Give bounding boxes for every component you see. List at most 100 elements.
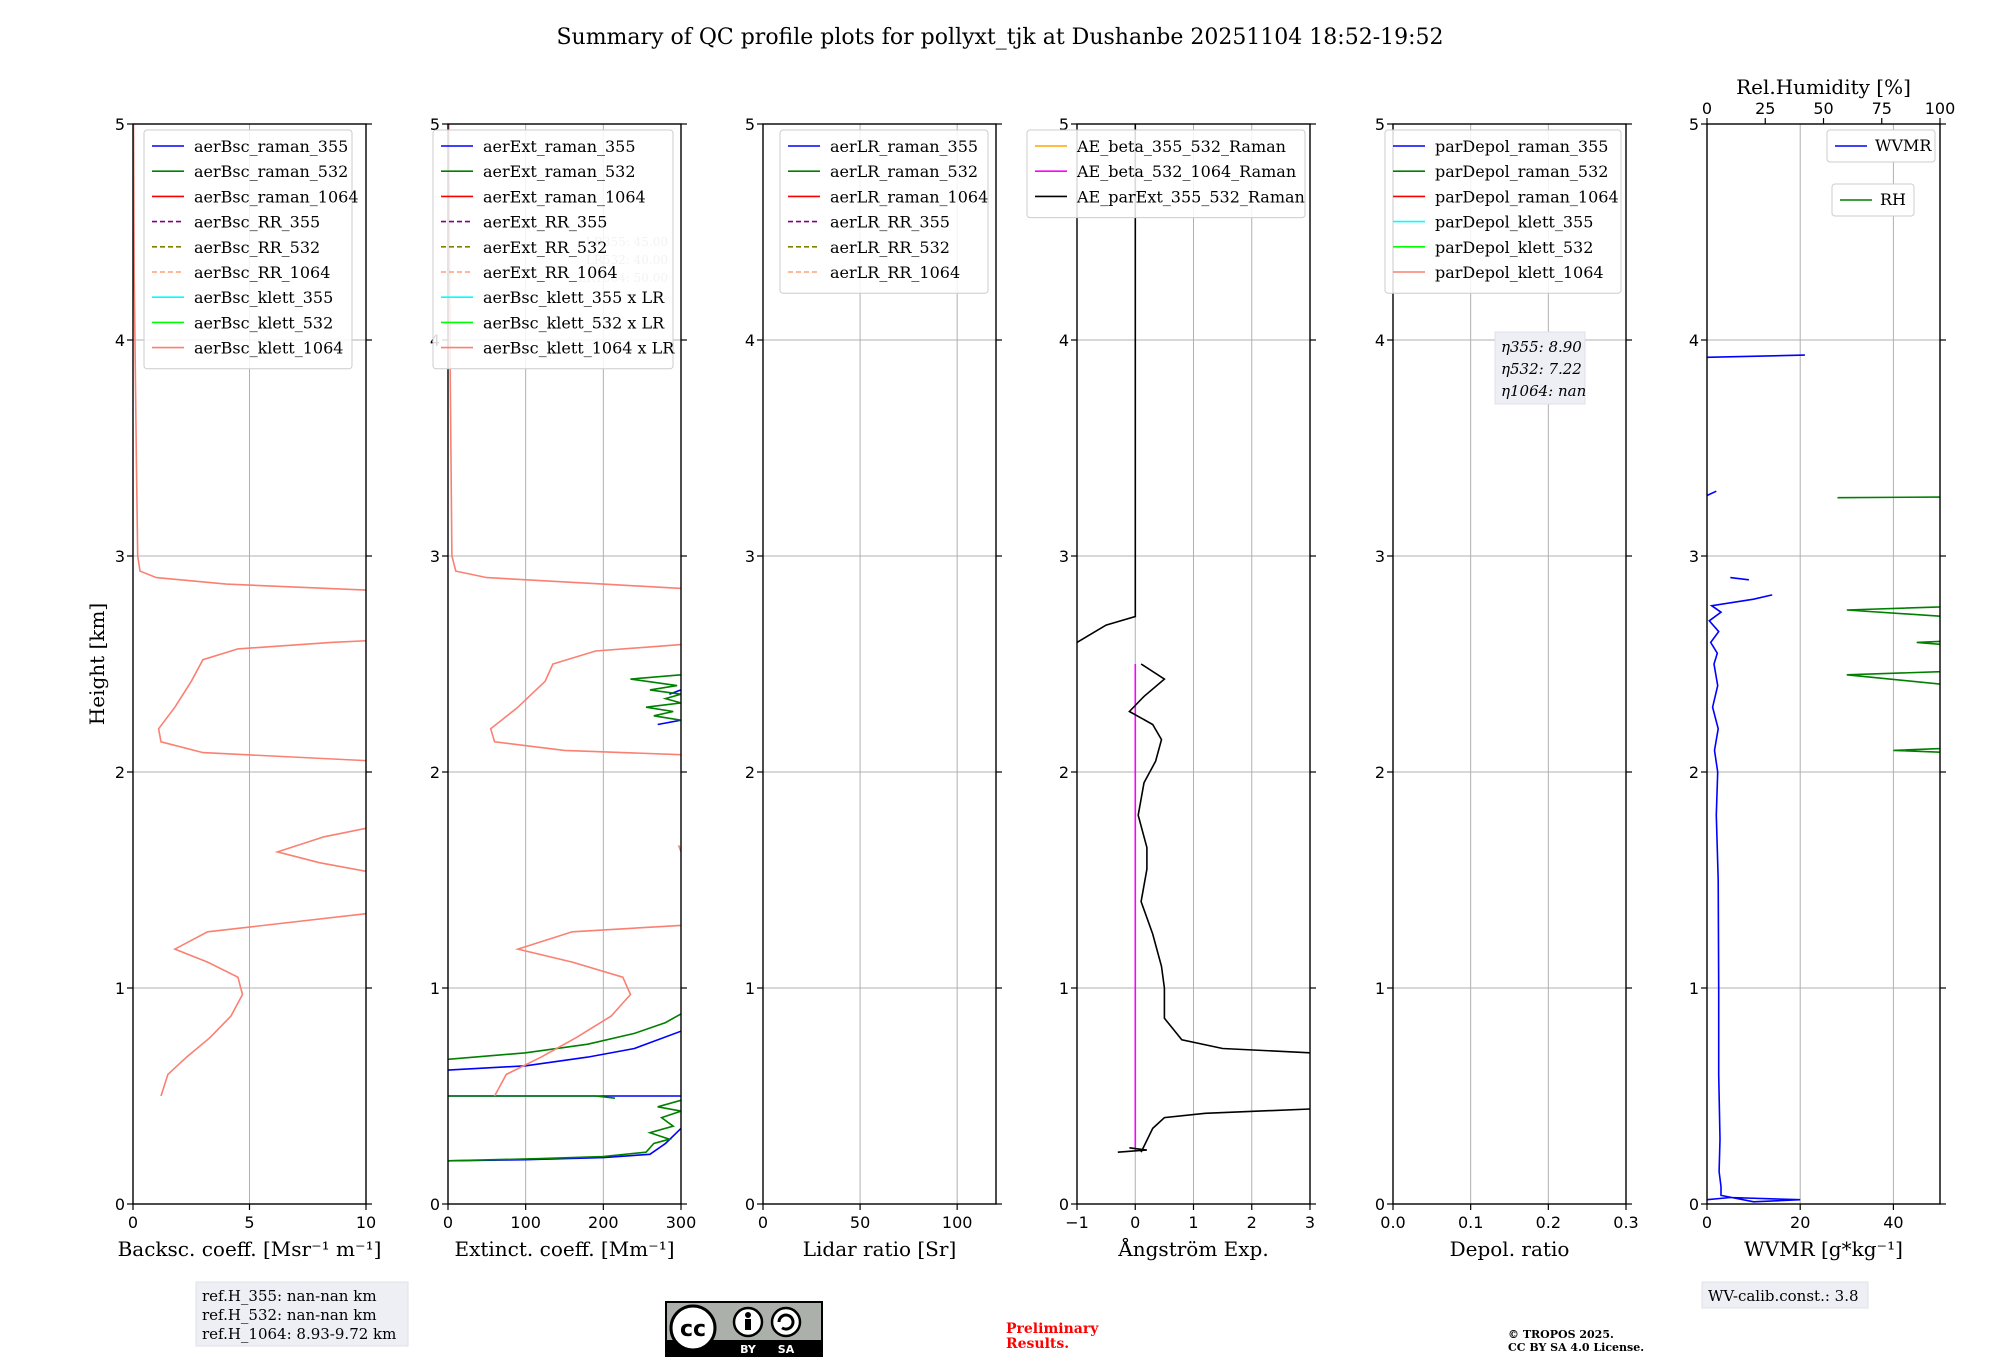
eta-box: η355: 8.90 η532: 7.22 η1064: nan bbox=[1494, 331, 1586, 405]
legend-label: aerBsc_klett_1064 x LR bbox=[483, 339, 675, 358]
x-tick-label: 40 bbox=[1883, 1213, 1903, 1232]
axes-frame bbox=[447, 123, 682, 1205]
x2-axis-label: Rel.Humidity [%] bbox=[1736, 75, 1911, 99]
legend-box bbox=[143, 129, 353, 370]
x2-tick-label: 100 bbox=[1925, 99, 1956, 118]
y-tick-label: 5 bbox=[430, 115, 440, 134]
wv-calib-text: WV-calib.const.: 3.8 bbox=[1708, 1287, 1859, 1305]
x2-tick-label: 75 bbox=[1872, 99, 1892, 118]
y-tick-label: 2 bbox=[115, 763, 125, 782]
panel-2: 0 50 100 0 1 2 3 4 5 Lidar ratio [Sr] aerLR_raman_… bbox=[745, 115, 1002, 1261]
y-tick-label: 2 bbox=[1689, 763, 1699, 782]
series-line-aerExt_raman_355 bbox=[448, 1127, 681, 1162]
series-line-WVMR bbox=[1730, 576, 1749, 581]
legend-label: AE_beta_532_1064_Raman bbox=[1076, 162, 1296, 181]
x-tick-label: 0 bbox=[128, 1213, 138, 1232]
axes-frame bbox=[1392, 123, 1627, 1205]
license-sa-label: SA bbox=[778, 1343, 795, 1356]
x-tick-label: 100 bbox=[942, 1213, 973, 1232]
panel-4: 0.0 0.1 0.2 0.3 0 1 2 3 4 5 Depol. ratio parDepol_r… bbox=[1375, 115, 1639, 1261]
y-tick-label: 0 bbox=[1059, 1195, 1069, 1214]
series-line-aerExt_raman_532 bbox=[448, 1099, 681, 1162]
x-tick-label: 100 bbox=[510, 1213, 541, 1232]
legend-label: aerBsc_raman_532 bbox=[194, 162, 348, 181]
y-tick-label: 3 bbox=[1375, 547, 1385, 566]
x-tick-label: 10 bbox=[356, 1213, 376, 1232]
y-tick-label: 0 bbox=[1375, 1195, 1385, 1214]
license-by-label: BY bbox=[740, 1343, 757, 1356]
series-line-aerBsc_klett_1064 bbox=[274, 827, 366, 873]
preliminary-line2: Results. bbox=[1006, 1336, 1069, 1352]
series-group bbox=[1077, 124, 1310, 1153]
legend-label: aerExt_raman_1064 bbox=[483, 187, 646, 206]
x-tick-label: 20 bbox=[1790, 1213, 1810, 1232]
y-tick-label: 4 bbox=[1059, 331, 1069, 350]
legend-label: aerLR_raman_532 bbox=[830, 162, 978, 181]
series-line-aerBsc_klett_1064 bbox=[133, 124, 366, 591]
y-tick-label: 0 bbox=[1689, 1195, 1699, 1214]
panel-0: 0 5 10 0 1 2 3 4 5 Backsc. coeff. [Msr⁻¹ m⁻¹] Heig… bbox=[85, 115, 381, 1261]
x-tick-label: 0.3 bbox=[1613, 1213, 1638, 1232]
x-tick-label: 1 bbox=[1188, 1213, 1198, 1232]
copyright-line2: CC BY SA 4.0 License. bbox=[1508, 1341, 1644, 1354]
x2-tick-label: 50 bbox=[1813, 99, 1833, 118]
series-line-WVMR bbox=[1707, 354, 1805, 359]
series-line-aerBsc_klett_1064 x LR bbox=[493, 924, 681, 1097]
y-tick-label: 4 bbox=[115, 331, 125, 350]
ref-height-1064: ref.H_1064: 8.93-9.72 km bbox=[202, 1325, 396, 1343]
y-tick-label: 3 bbox=[1689, 547, 1699, 566]
series-group bbox=[133, 124, 366, 1097]
x-axis-label: Lidar ratio [Sr] bbox=[803, 1237, 957, 1261]
y-axis-label: Height [km] bbox=[85, 603, 109, 725]
y-tick-label: 5 bbox=[1059, 115, 1069, 134]
y-tick-label: 3 bbox=[430, 547, 440, 566]
legend-label: aerBsc_RR_532 bbox=[194, 238, 320, 257]
legend-label: RH bbox=[1880, 190, 1906, 209]
legend-label: parDepol_klett_532 bbox=[1435, 238, 1593, 257]
y-tick-label: 1 bbox=[745, 979, 755, 998]
legend-label: aerBsc_klett_532 x LR bbox=[483, 313, 665, 332]
x-tick-label: 5 bbox=[244, 1213, 254, 1232]
series-line-AE_parExt_355_532_Raman bbox=[1128, 663, 1310, 1054]
x-axis-label: Extinct. coeff. [Mm⁻¹] bbox=[454, 1237, 674, 1261]
legend-box bbox=[1826, 129, 1936, 163]
y-tick-label: 2 bbox=[1059, 763, 1069, 782]
series-group bbox=[1707, 354, 1940, 1203]
legend-label: AE_parExt_355_532_Raman bbox=[1076, 187, 1305, 206]
legend-label: aerLR_RR_1064 bbox=[830, 263, 960, 282]
x2-tick-label: 0 bbox=[1702, 99, 1712, 118]
legend-label: aerBsc_raman_1064 bbox=[194, 187, 359, 206]
x-tick-label: 0 bbox=[1702, 1213, 1712, 1232]
series-line-AE_parExt_355_532_Raman bbox=[1077, 124, 1137, 644]
y-tick-label: 2 bbox=[745, 763, 755, 782]
y-tick-label: 3 bbox=[745, 547, 755, 566]
y-tick-label: 2 bbox=[1375, 763, 1385, 782]
x-tick-label: 0.2 bbox=[1536, 1213, 1561, 1232]
x-axis-label: WVMR [g*kg⁻¹] bbox=[1744, 1237, 1903, 1261]
ref-height-box: ref.H_355: nan-nan km ref.H_532: nan-nan… bbox=[195, 1281, 409, 1347]
y-tick-label: 5 bbox=[115, 115, 125, 134]
x-axis-label: Ångström Exp. bbox=[1117, 1236, 1268, 1261]
figure-title: Summary of QC profile plots for pollyxt_… bbox=[556, 25, 1443, 50]
legend-label: parDepol_raman_355 bbox=[1435, 137, 1608, 156]
series-group bbox=[448, 124, 681, 1162]
legend-box bbox=[1026, 129, 1306, 219]
legend-label: aerExt_RR_355 bbox=[483, 213, 607, 232]
series-line-WVMR bbox=[1707, 490, 1717, 497]
cc-by-sa-logo: cc BY SA bbox=[665, 1301, 823, 1357]
series-line-aerExt_raman_532 bbox=[630, 674, 681, 721]
eta-355: η355: 8.90 bbox=[1501, 338, 1582, 356]
series-line-aerBsc_klett_1064 x LR bbox=[489, 643, 681, 756]
series-line-aerExt_raman_532 bbox=[448, 1095, 616, 1099]
series-line-aerBsc_klett_1064 x LR bbox=[448, 124, 681, 590]
x-tick-label: 300 bbox=[666, 1213, 697, 1232]
y-tick-label: 4 bbox=[1375, 331, 1385, 350]
y-tick-label: 0 bbox=[745, 1195, 755, 1214]
legend-label: aerExt_raman_532 bbox=[483, 162, 636, 181]
y-tick-label: 0 bbox=[430, 1195, 440, 1214]
legend-label: aerBsc_raman_355 bbox=[194, 137, 348, 156]
y-tick-label: 5 bbox=[745, 115, 755, 134]
axes-frame bbox=[762, 123, 997, 1205]
